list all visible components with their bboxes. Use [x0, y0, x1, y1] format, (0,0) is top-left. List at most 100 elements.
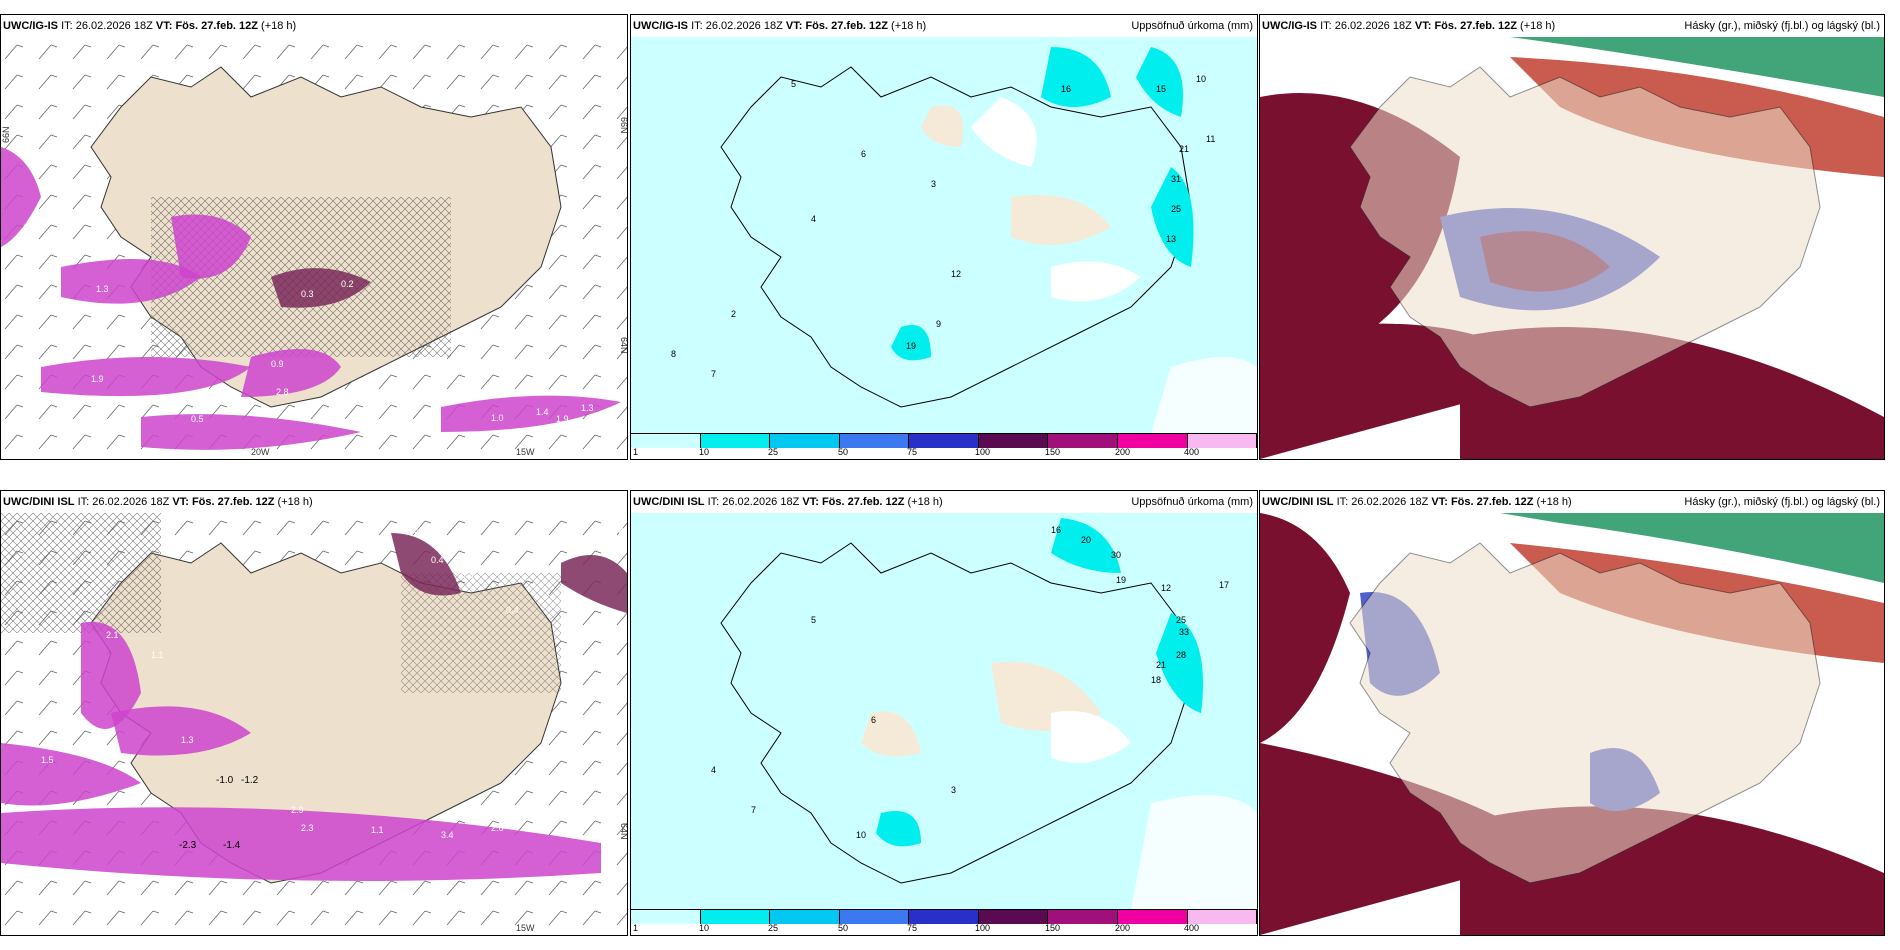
panel-title: Uppsöfnuð úrkoma (mm) [1131, 496, 1253, 508]
precip-value: 20 [1081, 535, 1091, 545]
precip-value: 25 [1171, 204, 1181, 214]
wind-value: 0.2 [341, 279, 354, 289]
wind-value: 2.1 [106, 630, 119, 640]
wind-value: 1.1 [371, 825, 384, 835]
legend-tick: 150 [1045, 447, 1061, 457]
precip-map-svg: 5 6 16 20 30 19 17 12 25 33 28 21 18 10 … [631, 513, 1257, 909]
panel-wind-igis: UWC/IG-IS IT: 26.02.2026 18Z VT: Fös. 27… [0, 14, 628, 460]
wind-value: 1.9 [91, 374, 104, 384]
precip-value: 25 [1176, 615, 1186, 625]
wind-value: 2.9 [291, 805, 304, 815]
legend-tick: 10 [699, 923, 710, 933]
panel-header: UWC/DINI ISL IT: 26.02.2026 18Z VT: Fös.… [631, 491, 1257, 513]
cloud-map-svg [1260, 513, 1884, 935]
legend-bar [631, 433, 1257, 448]
cloud-map-svg [1260, 37, 1884, 459]
precip-value: 5 [811, 615, 816, 625]
wind-value: 0.4 [506, 605, 519, 615]
lat-label: 66N [619, 117, 627, 134]
wind-map-svg: 0.3 1.3 1.9 0.5 0.9 2.8 0.8 0.3 0.2 1.0 … [1, 37, 627, 459]
wind-value: 1.0 [491, 413, 504, 423]
precip-value: 13 [1166, 234, 1176, 244]
legend-tick: 1 [633, 447, 639, 457]
precip-value: 33 [1179, 627, 1189, 637]
lat-label: 66N [1, 126, 11, 143]
legend-tick: 200 [1115, 923, 1131, 933]
wind-value: 0.2 [611, 525, 624, 535]
panel-wind-dini: UWC/DINI ISL IT: 26.02.2026 18Z VT: Fös.… [0, 490, 628, 936]
precip-value: 18 [1151, 675, 1161, 685]
legend-swatch [1117, 910, 1188, 924]
panel-header: UWC/IG-IS IT: 26.02.2026 18Z VT: Fös. 27… [1260, 15, 1884, 37]
precip-value: 21 [1156, 660, 1166, 670]
cloud-map [1260, 513, 1884, 935]
lat-label: 64N [619, 823, 627, 840]
wind-value: 1.3 [96, 284, 109, 294]
precip-value: 11 [1206, 134, 1215, 144]
panel-header: UWC/DINI ISL IT: 26.02.2026 18Z VT: Fös.… [1260, 491, 1884, 513]
wind-value: 0.3 [406, 525, 419, 535]
legend-swatch [700, 910, 771, 924]
precip-value: 17 [1219, 580, 1229, 590]
wind-value: 0.3 [301, 289, 314, 299]
precip-value: 4 [811, 214, 816, 224]
precip-value: 16 [1061, 84, 1071, 94]
precip-value: 7 [711, 369, 716, 379]
legend-tick: 100 [975, 923, 991, 933]
legend-ticks: 1 10 25 50 75 100 150 200 400 [631, 447, 1257, 459]
precip-value: 5 [791, 79, 796, 89]
legend-tick: 100 [975, 447, 991, 457]
precip-value: 28 [1176, 650, 1186, 660]
legend-swatch [1187, 434, 1257, 448]
panel-header: UWC/IG-IS IT: 26.02.2026 18Z VT: Fös. 27… [631, 15, 1257, 37]
precip-value: 6 [861, 149, 866, 159]
wind-value: 2.6 [491, 823, 504, 833]
legend-tick: 400 [1184, 923, 1200, 933]
lon-label: 15W [516, 923, 535, 933]
wind-value: 0.9 [271, 359, 284, 369]
wind-map: 0.3 0.4 0.3 1.1 2.1 1.3 1.5 2.9 2.3 1.1 … [1, 513, 627, 935]
wind-value: 0.3 [31, 149, 44, 159]
wind-value: 3.4 [441, 830, 454, 840]
precip-value: 16 [1051, 525, 1061, 535]
legend-tick: 400 [1184, 447, 1200, 457]
legend-swatch [1187, 910, 1257, 924]
precip-map: 5 6 16 20 30 19 17 12 25 33 28 21 18 10 … [631, 513, 1257, 909]
wind-value: 1.4 [536, 407, 549, 417]
precip-value: 10 [856, 830, 866, 840]
panel-title: Hásky (gr.), miðský (fj.bl.) og lágský (… [1684, 20, 1880, 32]
panel-precip-dini: UWC/DINI ISL IT: 26.02.2026 18Z VT: Fös.… [630, 490, 1258, 936]
legend-swatch [978, 434, 1049, 448]
wind-value: 0.2 [606, 73, 619, 83]
wind-value: -2.3 [179, 840, 197, 851]
precip-map: 5 6 4 3 2 7 8 19 16 15 10 11 13 31 25 21… [631, 37, 1257, 433]
legend-tick: 50 [838, 923, 849, 933]
wind-value: 2.3 [301, 823, 314, 833]
legend-tick: 75 [907, 447, 918, 457]
legend-swatch [1048, 434, 1118, 448]
panel-header: UWC/DINI ISL IT: 26.02.2026 18Z VT: Fös.… [3, 496, 313, 508]
panel-title: Uppsöfnuð úrkoma (mm) [1131, 20, 1253, 32]
wind-value: 2.8 [276, 387, 289, 397]
cloud-map [1260, 37, 1884, 459]
precip-value: 19 [906, 341, 916, 351]
wind-value: -1.0 [216, 775, 234, 786]
legend-swatch [839, 434, 910, 448]
precip-value: 7 [751, 805, 756, 815]
lat-label: 64N [619, 337, 627, 354]
wind-map: 0.3 1.3 1.9 0.5 0.9 2.8 0.8 0.3 0.2 1.0 … [1, 37, 627, 459]
wind-value: 0.5 [191, 414, 204, 424]
precip-value: 31 [1171, 174, 1181, 184]
precip-value: 12 [1161, 583, 1171, 593]
wind-value: 0.3 [461, 570, 474, 580]
legend-tick: 50 [838, 447, 849, 457]
legend-tick: 150 [1045, 923, 1061, 933]
legend-tick: 1 [633, 923, 639, 933]
wind-value: 1.9 [556, 414, 569, 424]
wind-value: 0.4 [431, 555, 444, 565]
legend-swatch [631, 434, 701, 448]
legend-swatch [1117, 434, 1188, 448]
panel-title: Hásky (gr.), miðský (fj.bl.) og lágský (… [1684, 496, 1880, 508]
panel-cloud-dini: UWC/DINI ISL IT: 26.02.2026 18Z VT: Fös.… [1259, 490, 1885, 936]
legend-swatch [770, 434, 840, 448]
